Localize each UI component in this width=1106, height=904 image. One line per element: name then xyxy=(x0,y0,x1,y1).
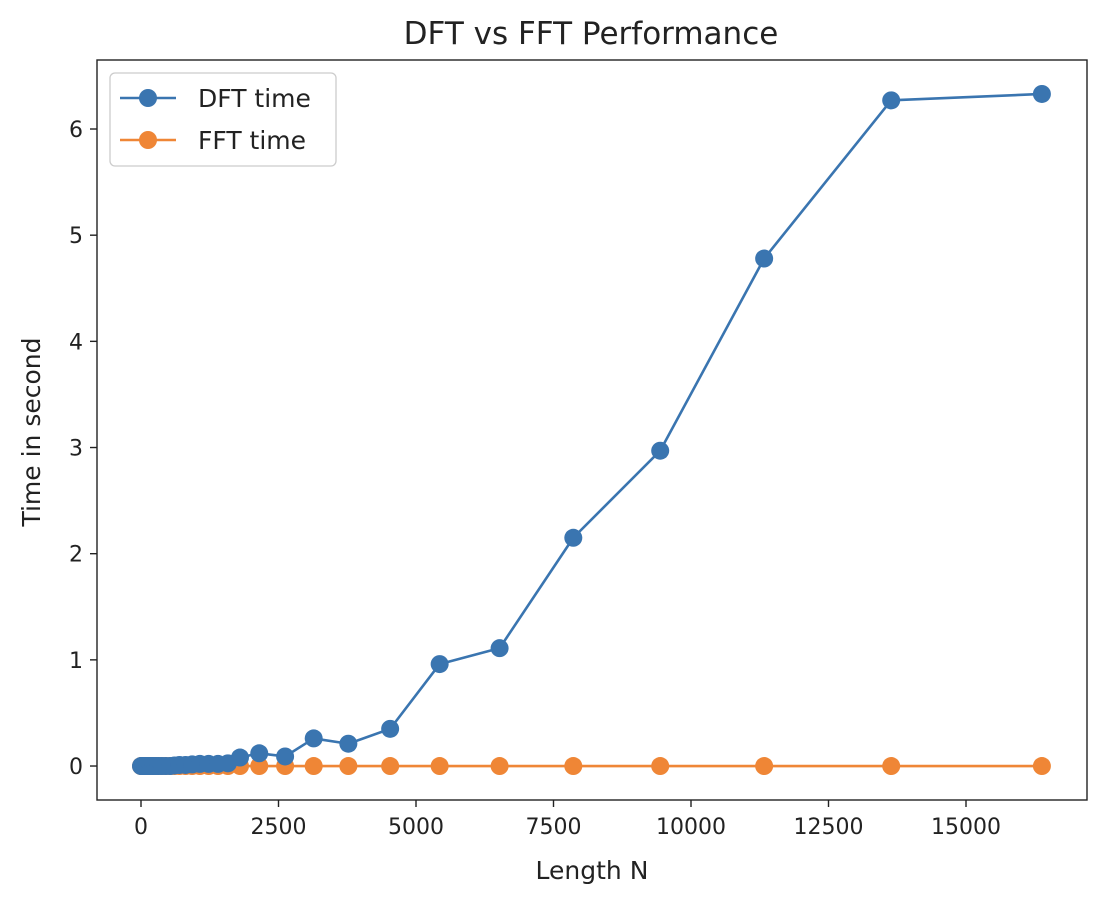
data-point xyxy=(381,757,400,776)
series-fft-time xyxy=(132,757,1051,776)
series-dft-time xyxy=(132,84,1051,776)
y-tick-label: 6 xyxy=(69,118,83,143)
chart-title: DFT vs FFT Performance xyxy=(404,16,779,52)
series-line xyxy=(140,92,1042,768)
y-tick-label: 3 xyxy=(69,437,83,462)
data-point xyxy=(381,719,400,738)
data-point xyxy=(564,528,583,547)
x-tick-label: 10000 xyxy=(656,815,726,840)
data-point xyxy=(430,655,449,674)
y-tick-label: 0 xyxy=(69,755,83,780)
y-axis: 0 1 2 3 4 5 6 xyxy=(69,118,97,780)
legend: DFT time FFT time xyxy=(109,72,337,167)
data-point xyxy=(490,639,509,658)
legend-marker-dft xyxy=(139,89,157,107)
data-point xyxy=(564,757,583,776)
legend-marker-fft xyxy=(139,131,157,149)
plot-frame xyxy=(96,59,1088,801)
data-point xyxy=(304,757,323,776)
legend-label-dft: DFT time xyxy=(198,84,311,113)
data-point xyxy=(755,249,774,268)
y-tick-label: 4 xyxy=(69,330,83,355)
data-point xyxy=(339,734,358,753)
x-tick-label: 5000 xyxy=(388,815,444,840)
y-axis-label: Time in second xyxy=(17,337,46,527)
x-tick-label: 0 xyxy=(134,815,148,840)
y-tick-label: 5 xyxy=(69,224,83,249)
data-point xyxy=(339,757,358,776)
y-tick-label: 2 xyxy=(69,543,83,568)
x-axis-label: Length N xyxy=(536,856,649,885)
data-point xyxy=(231,748,249,767)
data-point xyxy=(276,747,295,766)
legend-label-fft: FFT time xyxy=(198,126,306,155)
x-axis: 0 2500 5000 7500 10000 12500 15000 xyxy=(134,800,1001,840)
data-point xyxy=(651,441,670,460)
plot-area xyxy=(132,84,1051,776)
data-point xyxy=(430,757,449,776)
x-tick-label: 7500 xyxy=(526,815,582,840)
legend-box xyxy=(109,72,337,167)
data-point xyxy=(1032,84,1051,103)
x-tick-label: 12500 xyxy=(794,815,864,840)
data-point xyxy=(651,757,670,776)
data-point xyxy=(755,757,774,776)
data-point xyxy=(882,91,901,110)
data-point xyxy=(490,757,509,776)
data-point xyxy=(304,729,323,748)
x-tick-label: 15000 xyxy=(931,815,1001,840)
x-tick-label: 2500 xyxy=(251,815,307,840)
data-point xyxy=(250,757,269,776)
data-point xyxy=(1032,757,1051,776)
data-point xyxy=(250,744,269,763)
data-point xyxy=(882,757,901,776)
y-tick-label: 1 xyxy=(69,649,83,674)
